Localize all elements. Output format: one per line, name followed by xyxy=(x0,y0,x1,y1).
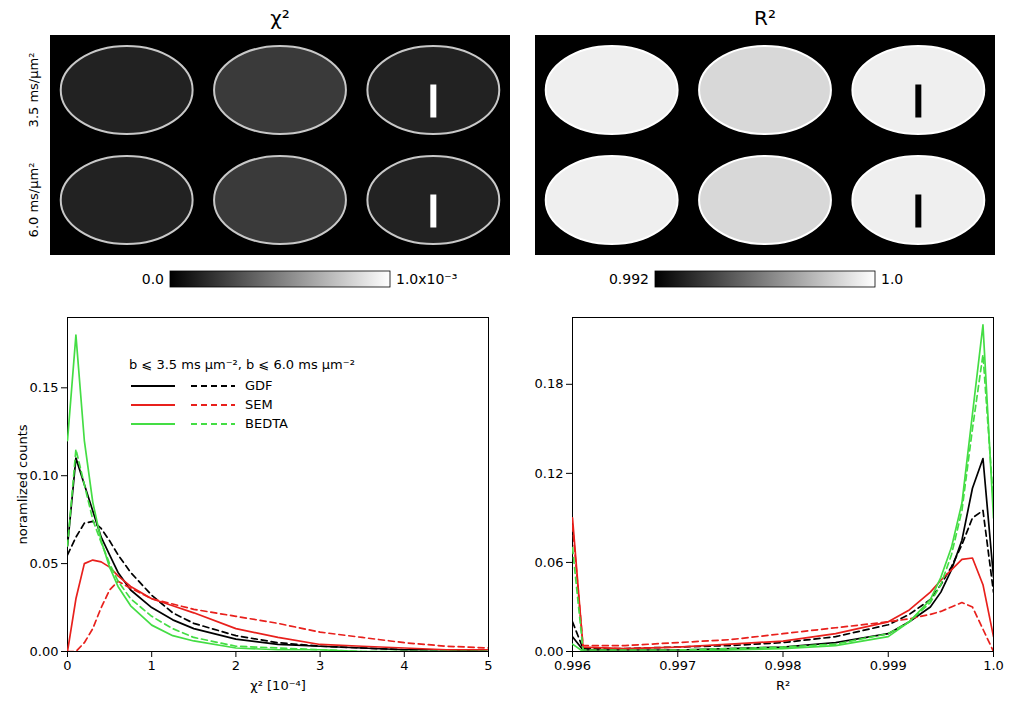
svg-text:0.10: 0.10 xyxy=(30,468,59,483)
svg-text:1: 1 xyxy=(148,658,156,673)
svg-text:0: 0 xyxy=(63,658,71,673)
svg-text:6.0 ms/μm²: 6.0 ms/μm² xyxy=(26,163,41,238)
svg-text:0.00: 0.00 xyxy=(535,644,564,659)
svg-text:1.0x10⁻³: 1.0x10⁻³ xyxy=(396,271,457,287)
svg-text:4: 4 xyxy=(400,658,408,673)
html-text:b ⩽ 3.5 ms µm⁻², b ⩽ 6.0 ms µm: b ⩽ 3.5 ms µm⁻², b ⩽ 6.0 ms µm⁻² xyxy=(129,357,355,372)
svg-text:0.998: 0.998 xyxy=(764,658,801,673)
svg-text:1.0: 1.0 xyxy=(983,658,1004,673)
svg-text:0.12: 0.12 xyxy=(535,466,564,481)
svg-text:R²: R² xyxy=(754,6,776,30)
svg-text:0.18: 0.18 xyxy=(535,376,564,391)
svg-text:0.997: 0.997 xyxy=(659,658,696,673)
svg-text:χ²: χ² xyxy=(270,6,290,30)
svg-text:χ² [10⁻⁴]: χ² [10⁻⁴] xyxy=(250,678,306,693)
svg-text:0.992: 0.992 xyxy=(609,271,649,287)
svg-text:3.5 ms/μm²: 3.5 ms/μm² xyxy=(26,53,41,128)
svg-text:5: 5 xyxy=(484,658,492,673)
svg-text:0.06: 0.06 xyxy=(535,555,564,570)
html-text:SEM: SEM xyxy=(245,397,273,412)
svg-text:R²: R² xyxy=(776,678,790,693)
svg-text:0.999: 0.999 xyxy=(870,658,907,673)
svg-text:0.05: 0.05 xyxy=(30,556,59,571)
svg-text:1.0: 1.0 xyxy=(881,271,903,287)
svg-text:0.00: 0.00 xyxy=(30,644,59,659)
html-text:BEDTA: BEDTA xyxy=(245,416,288,431)
svg-text:0.0: 0.0 xyxy=(142,271,164,287)
html-text:GDF: GDF xyxy=(245,378,273,393)
svg-text:2: 2 xyxy=(232,658,240,673)
svg-text:0.996: 0.996 xyxy=(554,658,591,673)
svg-text:0.15: 0.15 xyxy=(30,380,59,395)
svg-text:noramlized counts: noramlized counts xyxy=(15,424,30,544)
svg-text:3: 3 xyxy=(316,658,324,673)
